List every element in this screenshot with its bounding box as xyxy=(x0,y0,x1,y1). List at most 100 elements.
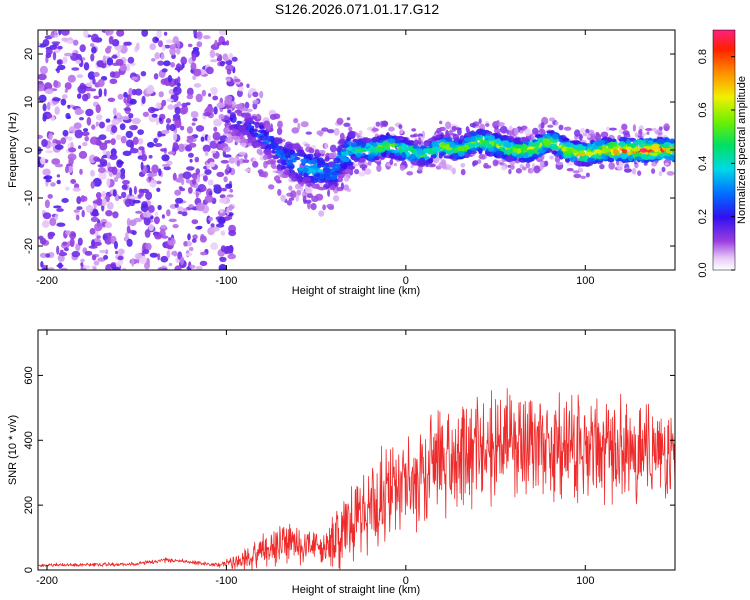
spectrogram-noise-blob xyxy=(145,191,153,200)
spectrogram-signal-blob xyxy=(329,184,336,191)
spectrogram-noise-blob xyxy=(181,63,185,69)
spectrogram-noise-blob xyxy=(148,223,154,232)
spectrogram-signal-blob xyxy=(514,144,524,148)
spectrogram-noise-blob xyxy=(56,264,64,268)
spectrogram-signal-blob xyxy=(537,149,546,154)
spectrogram-noise-blob xyxy=(63,247,69,252)
spectrogram-signal-blob xyxy=(563,150,573,155)
spectrogram-noise-blob xyxy=(177,206,184,212)
spectrogram-halo-blob xyxy=(644,128,653,131)
spectrogram-signal-blob xyxy=(453,137,460,142)
spectrogram-noise-blob xyxy=(47,267,55,270)
spectrogram-noise-blob xyxy=(191,219,199,225)
spectrogram-noise-blob xyxy=(188,246,194,252)
spectrogram-signal-blob xyxy=(620,155,628,160)
spectrogram-noise-blob xyxy=(156,180,162,185)
spectrogram-noise-blob xyxy=(92,200,101,204)
spectrogram-noise-blob xyxy=(155,102,162,109)
spectrogram-halo-blob xyxy=(363,168,372,175)
spectrogram-noise-blob xyxy=(117,45,121,54)
spectrogram-signal-blob xyxy=(337,151,343,156)
spectrogram-signal-blob xyxy=(585,151,594,156)
spectrogram-noise-blob xyxy=(115,250,119,255)
spectrogram-noise-blob xyxy=(228,230,237,237)
spectrogram-signal-blob xyxy=(656,138,666,145)
spectrogram-halo-blob xyxy=(305,131,312,135)
spectrogram-noise-blob xyxy=(117,160,124,165)
spectrogram-halo-blob xyxy=(259,90,264,99)
spectrogram-noise-blob xyxy=(192,68,202,77)
spectrogram-noise-blob xyxy=(157,253,161,261)
spectrogram-noise-blob xyxy=(82,93,89,102)
spectrogram-noise-blob xyxy=(160,78,168,85)
spectrogram-noise-blob xyxy=(91,239,95,248)
spectrogram-noise-blob xyxy=(180,56,187,65)
spectrogram-noise-blob xyxy=(131,76,138,80)
spectrogram-signal-blob xyxy=(358,157,366,163)
spectrogram-noise-blob xyxy=(111,151,116,157)
spectrogram-noise-blob xyxy=(122,179,130,185)
spectrogram-noise-blob xyxy=(192,234,198,240)
spectrogram-noise-blob xyxy=(170,62,176,68)
spectrogram-noise-blob xyxy=(56,208,64,212)
spectrogram-noise-blob xyxy=(53,30,58,35)
spectrogram-noise-blob xyxy=(38,134,43,139)
spectrogram-halo-blob xyxy=(326,203,335,209)
spectrogram-noise-blob xyxy=(42,103,47,112)
spectrogram-halo-blob xyxy=(579,133,583,141)
spectrogram-signal-blob xyxy=(235,103,243,110)
spectrogram-noise-blob xyxy=(196,41,203,48)
spectrogram-halo-blob xyxy=(492,159,499,167)
spectrogram-halo-blob xyxy=(268,184,275,190)
spectrogram-noise-blob xyxy=(117,248,125,255)
spectrogram-noise-blob xyxy=(95,121,99,127)
spectrogram-noise-blob xyxy=(128,113,134,119)
spectrogram-noise-blob xyxy=(213,184,221,189)
spectrogram-signal-blob xyxy=(227,109,232,114)
spectrogram-noise-blob xyxy=(132,199,141,204)
spectrogram-halo-blob xyxy=(586,134,591,138)
spectrogram-noise-blob xyxy=(135,210,143,214)
spectrogram-halo-blob xyxy=(527,168,531,174)
spectrogram-noise-blob xyxy=(49,217,57,226)
spectrogram-signal-blob xyxy=(314,149,320,154)
spectrogram-noise-blob xyxy=(151,164,159,174)
spectrogram-noise-blob xyxy=(60,249,64,253)
spectrogram-halo-blob xyxy=(451,167,456,175)
spectrogram-noise-blob xyxy=(125,139,134,148)
spectrogram-noise-blob xyxy=(160,53,165,60)
spectrogram-halo-blob xyxy=(376,161,382,166)
spectrogram-halo-blob xyxy=(547,124,554,128)
spectrogram-halo-blob xyxy=(445,121,452,130)
spectrogram-halo-blob xyxy=(658,126,663,131)
spectrogram-signal-blob xyxy=(300,158,307,163)
spectrogram-noise-blob xyxy=(186,126,193,134)
spectrogram-signal-blob xyxy=(551,150,558,155)
spectrogram-noise-blob xyxy=(179,187,186,192)
spectrogram-signal-blob xyxy=(549,143,558,147)
spectrogram-noise-blob xyxy=(172,142,178,147)
spectrogram-noise-blob xyxy=(131,117,141,125)
spectrogram-noise-blob xyxy=(185,252,193,257)
spectrogram-signal-blob xyxy=(258,143,268,147)
spectrogram-noise-blob xyxy=(38,42,41,46)
spectrogram-noise-blob xyxy=(88,245,98,249)
snr-x-tick-label: 0 xyxy=(403,575,409,587)
spectrogram-noise-blob xyxy=(208,93,212,97)
spectrogram-noise-blob xyxy=(121,184,128,190)
spectrogram-noise-blob xyxy=(172,132,178,142)
spectrogram-halo-blob xyxy=(508,168,512,175)
spectrogram-halo-blob xyxy=(554,155,561,163)
spectrogram-signal-blob xyxy=(667,154,675,161)
spectrogram-noise-blob xyxy=(101,190,107,199)
spectrogram-noise-blob xyxy=(172,117,178,122)
spectrogram-noise-blob xyxy=(140,203,149,213)
spectrogram-noise-blob xyxy=(195,93,203,103)
spectrogram-signal-blob xyxy=(344,168,352,174)
spectrogram-halo-blob xyxy=(469,122,477,128)
spectrogram-noise-blob xyxy=(171,251,176,256)
spectrogram-signal-blob xyxy=(534,134,544,139)
spectrogram-signal-blob xyxy=(505,149,511,154)
spectrogram-y-ticks: 20 10 0 -10 -20 xyxy=(23,48,675,254)
spectrogram-noise-blob xyxy=(195,191,199,198)
